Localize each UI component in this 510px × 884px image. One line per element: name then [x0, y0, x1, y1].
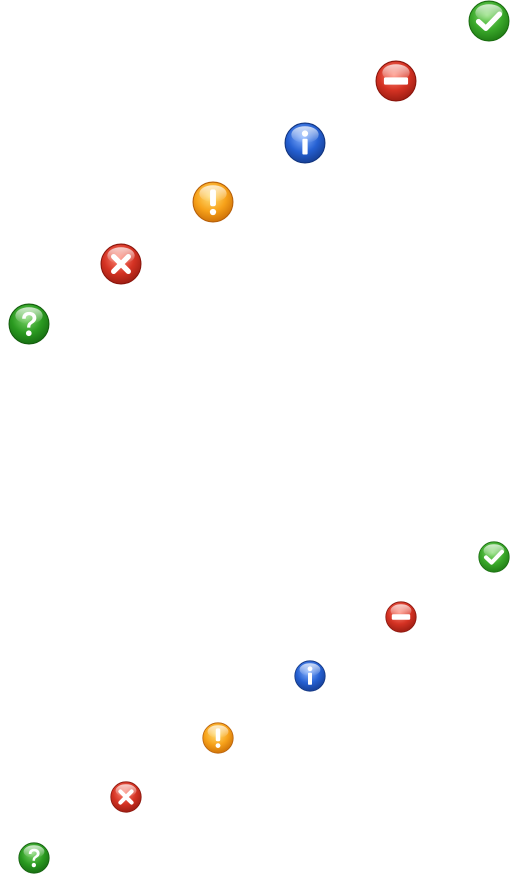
- warning-exclamation-icon: [202, 722, 234, 754]
- error-cross-icon: [100, 243, 142, 285]
- information-icon: [294, 660, 326, 692]
- blocked-minus-icon: [375, 60, 417, 102]
- help-question-icon: [8, 303, 50, 345]
- help-question-icon: [18, 842, 50, 874]
- warning-exclamation-icon: [192, 181, 234, 223]
- blocked-minus-icon: [385, 601, 417, 633]
- success-check-icon: [468, 0, 510, 42]
- success-check-icon: [478, 541, 510, 573]
- error-cross-icon: [110, 781, 142, 813]
- information-icon: [284, 122, 326, 164]
